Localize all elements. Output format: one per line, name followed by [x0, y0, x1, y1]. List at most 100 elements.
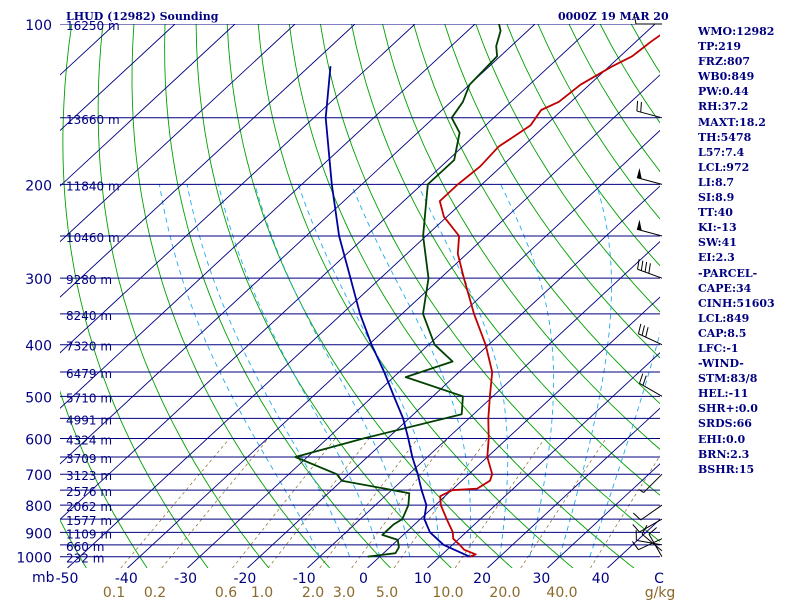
- moist-adiabats: [158, 184, 660, 557]
- wind-barb-feather: [642, 375, 647, 386]
- height-label: 232 m: [66, 552, 104, 566]
- temperature-tick-label: -20: [233, 571, 256, 587]
- pressure-tick-label: 300: [25, 272, 52, 288]
- dry-adiabats: [0, 24, 660, 568]
- height-label: 7320 m: [66, 340, 112, 354]
- dry-adiabat-line: [319, 24, 660, 543]
- mixing-ratio-line: [232, 438, 336, 568]
- temperature-tick-label: 20: [473, 571, 491, 587]
- stat-line: KI:-13: [698, 221, 737, 235]
- height-label: 1577 m: [66, 514, 112, 528]
- wind-barbs: [631, 13, 663, 557]
- height-label: 5710 m: [66, 391, 112, 405]
- isotherm-line: [427, 352, 660, 568]
- stats-panel: WMO:12982 TP:219 FRZ:807 WB0:849 PW:0.44 RH:3…: [698, 24, 798, 477]
- dry-adiabat-line: [226, 24, 513, 568]
- parcel-line: [324, 66, 471, 558]
- stat-line: TT:40: [698, 206, 733, 220]
- isotherm-line: [187, 129, 660, 568]
- wind-barb-staff: [637, 268, 663, 279]
- wind-barb: [631, 538, 663, 551]
- dry-adiabat-line: [444, 24, 660, 359]
- temperature-line: [438, 34, 660, 558]
- wind-barb-feather: [648, 527, 657, 535]
- pressure-tick-label: 1000: [16, 551, 52, 567]
- pressure-tick-label: 500: [25, 390, 52, 406]
- wind-barb: [632, 518, 663, 533]
- pressure-axis: 100 200 300 400 500 600 700 800 900 1000: [16, 18, 52, 567]
- mixing-ratio-line: [351, 438, 448, 568]
- dry-adiabat-line: [0, 24, 26, 568]
- height-label: 660 m: [66, 540, 104, 554]
- isotherm-line: [67, 24, 656, 568]
- isotherm-line: [60, 24, 236, 187]
- stat-line: SI:8.9: [698, 191, 735, 205]
- pressure-unit-label: mb: [32, 570, 55, 586]
- height-label: 2062 m: [66, 500, 112, 514]
- stat-line: STM:83/8: [698, 372, 758, 386]
- stat-line: EI:2.3: [698, 251, 735, 265]
- mixing-ratio-label: 20.0: [489, 585, 520, 600]
- wind-barb: [639, 473, 663, 493]
- wind-barb-feather: [632, 524, 640, 533]
- stat-line: -WIND-: [698, 357, 744, 371]
- pressure-tick-label: 900: [25, 526, 52, 542]
- wind-barb-feather: [633, 13, 637, 25]
- chart-time: 0000Z 19 MAR 20: [558, 10, 669, 23]
- height-label: 4991 m: [66, 413, 112, 427]
- isotherm-line: [60, 24, 536, 465]
- mixing-ratio-line: [454, 438, 545, 568]
- wind-barb-staff: [640, 504, 663, 521]
- stat-line: PW:0.44: [698, 85, 749, 99]
- mixing-ratio-label: 1.0: [251, 585, 273, 600]
- isotherm-line: [60, 24, 176, 132]
- dry-adiabat-line: [131, 24, 331, 568]
- mixing-ratio-label: 0.1: [103, 585, 125, 600]
- stat-line: BSHR:15: [698, 462, 755, 476]
- stat-line: LI:8.7: [698, 175, 735, 189]
- mixing-ratio-label: 5.0: [376, 585, 398, 600]
- wind-barb-staff: [638, 538, 663, 551]
- mixing-ratio-line: [590, 455, 660, 568]
- height-label: 3709 m: [66, 452, 112, 466]
- isotherm-line: [60, 24, 596, 521]
- wind-barb-staff: [643, 473, 663, 493]
- height-label: 16250 m: [66, 19, 120, 33]
- height-label: 8240 m: [66, 309, 112, 323]
- mixing-ratio-label: 3.0: [333, 585, 355, 600]
- mixing-ratio-label: g/kg: [645, 585, 676, 600]
- dry-adiabat-line: [351, 24, 660, 496]
- wind-barb-feather: [645, 327, 649, 338]
- height-labels: 16250 m 13660 m 11840 m 10460 m 9280 m 8240 m…: [66, 19, 120, 566]
- height-label: 2576 m: [66, 485, 112, 499]
- isobars: [60, 24, 660, 558]
- wind-barb: [633, 13, 662, 25]
- stat-line: EHI:0.0: [698, 432, 746, 446]
- stat-line: SHR+:0.0: [698, 402, 758, 416]
- stat-line: HEL:-11: [698, 387, 749, 401]
- wind-barb: [637, 259, 663, 279]
- wind-barb-staff: [638, 333, 663, 346]
- chart-title: LHUD (12982) Sounding: [66, 10, 219, 23]
- height-label: 6479 m: [66, 367, 112, 381]
- isotherm-line: [60, 24, 416, 354]
- wind-barb-half-feather: [639, 489, 644, 493]
- temperature-tick-label: -10: [293, 571, 316, 587]
- temperature-tick-label: -50: [56, 571, 79, 587]
- height-label: 4324 m: [66, 434, 112, 448]
- stat-line: BRN:2.3: [698, 447, 750, 461]
- wind-barb-staff: [639, 382, 663, 397]
- mixing-ratio-line: [267, 438, 370, 568]
- dry-adiabat-line: [257, 24, 574, 568]
- isotherm-line: [247, 185, 660, 568]
- wind-barb: [639, 373, 663, 397]
- wind-barb: [632, 504, 663, 521]
- temperature-tick-label: C: [654, 571, 664, 587]
- wind-barb-feather: [632, 512, 642, 521]
- wind-barb-feather: [639, 373, 644, 384]
- mixing-ratio-label: 40.0: [546, 585, 577, 600]
- dry-adiabat-line: [62, 24, 209, 568]
- isotherm-line: [547, 463, 660, 568]
- wind-barb-feather: [648, 263, 651, 274]
